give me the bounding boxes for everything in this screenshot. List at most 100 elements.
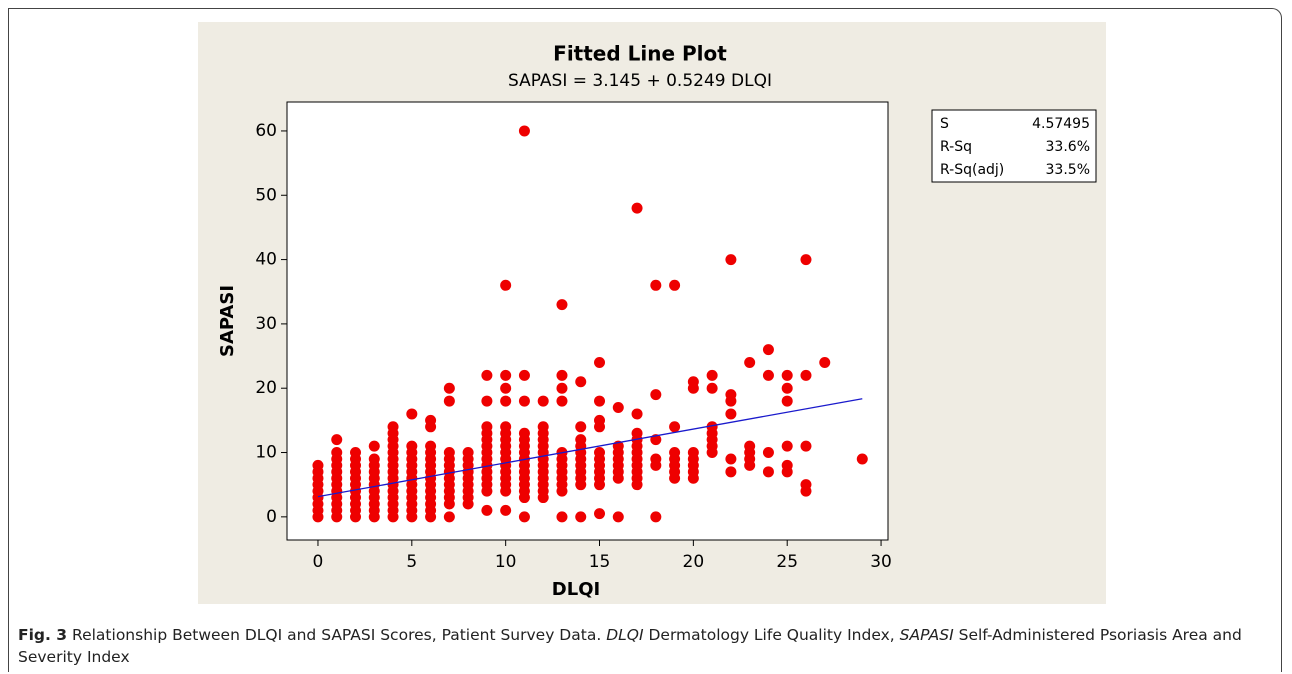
abbreviation-term: SAPASI [899,626,954,644]
data-point [406,440,418,452]
data-point [781,459,793,471]
data-point [781,395,793,407]
x-tick-label: 30 [870,552,892,572]
data-point [669,447,681,459]
x-tick-label: 15 [589,552,611,572]
stats-box [931,109,1097,183]
data-point [781,369,793,381]
data-point [650,453,662,465]
data-point [556,382,568,394]
data-point [481,395,493,407]
data-point [612,402,624,414]
data-point [406,408,418,420]
data-point [687,376,699,388]
abbreviation-definition: Dermatology Life Quality Index, [648,626,895,644]
data-point [312,459,324,471]
data-point [537,395,549,407]
x-tick-label: 25 [776,552,798,572]
y-tick-label: 60 [255,121,277,141]
data-point [481,504,493,516]
data-point [556,395,568,407]
data-point [575,434,587,446]
data-point [669,279,681,291]
x-tick-label: 5 [406,552,417,572]
stats-label: S [940,116,949,132]
data-point [650,279,662,291]
data-point [669,421,681,433]
data-point [781,382,793,394]
data-point [518,427,530,439]
data-point [368,440,380,452]
data-point [350,447,362,459]
caption-label: Fig. 3 [18,626,68,644]
data-point [800,440,812,452]
data-point [594,356,606,368]
data-point [556,511,568,523]
data-point [500,421,512,433]
data-point [631,202,643,214]
y-tick-label: 50 [255,185,277,205]
data-point [706,369,718,381]
x-tick-label: 0 [313,552,324,572]
data-point [725,408,737,420]
data-point [556,369,568,381]
data-point [556,299,568,311]
abbreviation-term: DLQI [606,626,644,644]
stats-label: R-Sq(adj) [940,162,1004,178]
data-point [631,427,643,439]
data-point [594,414,606,426]
data-point [575,511,587,523]
data-point [744,356,756,368]
data-point [612,511,624,523]
data-point [481,421,493,433]
data-point [687,447,699,459]
data-point [762,447,774,459]
data-point [500,369,512,381]
data-point [518,395,530,407]
data-point [331,434,343,446]
data-point [443,382,455,394]
data-point [650,389,662,401]
stats-value: 33.6% [1046,139,1090,155]
data-point [725,389,737,401]
data-point [500,382,512,394]
data-point [650,511,662,523]
data-point [725,466,737,478]
data-point [443,395,455,407]
data-point [537,421,549,433]
y-axis-label: SAPASI [217,285,238,357]
data-point [500,395,512,407]
data-point [518,125,530,137]
data-point [443,447,455,459]
data-point [706,421,718,433]
y-tick-label: 10 [255,443,277,463]
data-point [575,421,587,433]
data-point [594,508,606,520]
data-point [518,369,530,381]
x-axis-label: DLQI [552,579,600,600]
chart: Fitted Line Plot SAPASI = 3.145 + 0.5249… [198,22,1106,604]
y-tick-label: 40 [255,250,277,270]
figure-frame [8,8,1282,672]
data-point [725,254,737,266]
data-point [443,511,455,523]
data-point [706,382,718,394]
data-point [500,504,512,516]
data-point [762,466,774,478]
data-point [762,344,774,356]
data-point [819,356,831,368]
y-tick-label: 30 [255,314,277,334]
data-point [368,453,380,465]
chart-title: Fitted Line Plot [553,42,727,66]
data-point [331,447,343,459]
y-tick-label: 0 [266,507,277,527]
y-tick-label: 20 [255,378,277,398]
data-point [856,453,868,465]
data-point [575,376,587,388]
abbreviation-definition: Self-Administered Psoriasis Area and Sev… [18,626,1242,666]
data-point [518,511,530,523]
data-point [462,447,474,459]
stats-value: 4.57495 [1032,116,1090,132]
x-tick-label: 20 [683,552,705,572]
data-point [725,453,737,465]
